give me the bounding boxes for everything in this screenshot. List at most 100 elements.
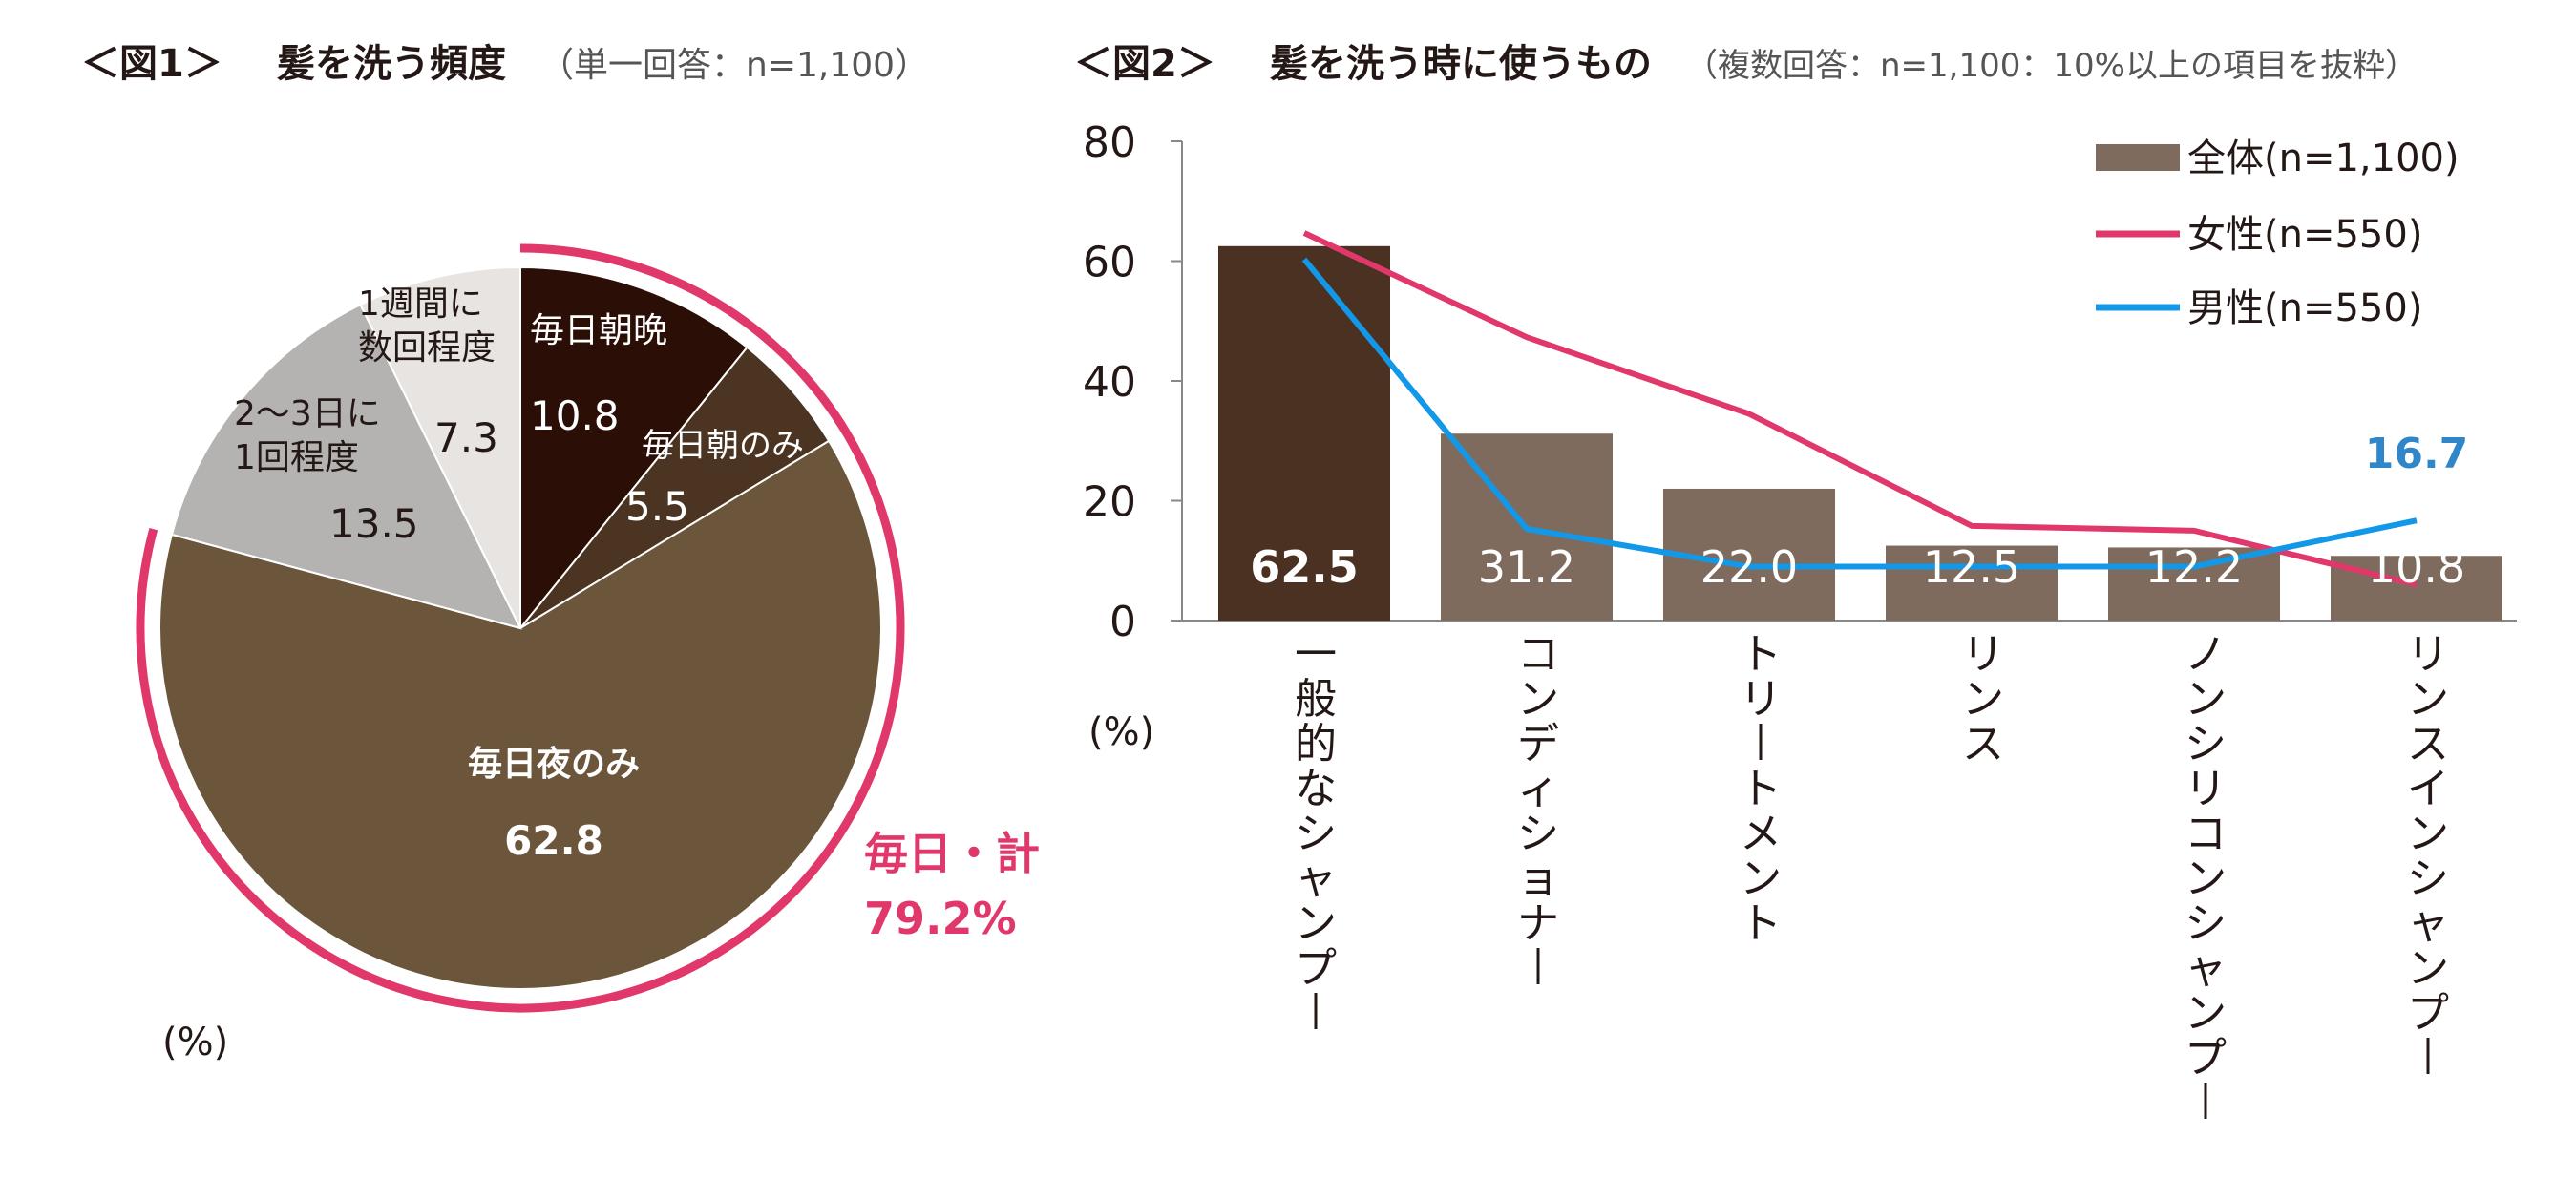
daily-total-label: 毎日・計 xyxy=(864,828,1040,879)
pie-labels: 毎日・計 79.2% 毎日朝晩 10.8 毎日朝のみ 5.5 毎日夜のみ 62.8 2～3日に 1… xyxy=(234,284,1040,944)
category-char: ン xyxy=(1962,675,2004,724)
category-char: ン xyxy=(1740,854,1782,903)
y-tick-label: 0 xyxy=(1109,598,1136,646)
bar-value-label: 22.0 xyxy=(1700,541,1798,593)
bar-value-label: 12.5 xyxy=(1923,541,2020,593)
category-char: ャ xyxy=(1295,854,1337,903)
bar-chart xyxy=(1218,245,2502,621)
pie-slice-value: 13.5 xyxy=(329,500,419,547)
chart-legend: 全体(n=1,100) 女性(n=550) 男性(n=550) xyxy=(2096,137,2460,330)
category-char: 一 xyxy=(1295,630,1337,679)
category-char: リ xyxy=(2185,765,2227,813)
bar-chart-axes: 0 20 40 60 80 xyxy=(1083,118,2517,646)
category-char: 般 xyxy=(1295,675,1337,724)
pie-slice xyxy=(170,303,522,630)
category-char: ス xyxy=(1962,720,2004,769)
pie-slice-label: 1回程度 xyxy=(234,438,359,477)
category-char: イ xyxy=(2407,765,2449,813)
fig1-title-note: （単一回答：n=1,100） xyxy=(539,46,929,85)
category-char: ャ xyxy=(2185,944,2227,993)
category-char: シ xyxy=(2185,720,2227,769)
category-char: 的 xyxy=(1295,720,1337,769)
y-tick-label: 40 xyxy=(1083,358,1136,407)
y-tick-label: 20 xyxy=(1083,478,1136,527)
category-char: ン xyxy=(2185,854,2227,903)
legend-label: 男性(n=550) xyxy=(2187,286,2422,330)
bar xyxy=(2331,556,2502,621)
bar-labels: 62.5 31.2 22.0 12.5 12.2 10.816.7一般的なシャンプコンディ… xyxy=(1250,430,2468,1119)
category-char: コ xyxy=(1517,630,1559,679)
category-char: な xyxy=(1295,765,1337,813)
category-char: シ xyxy=(1295,810,1337,858)
fig1-title-label: ＜図1＞ xyxy=(81,42,222,86)
fig2-title-main: 髪を洗う時に使うもの xyxy=(1270,42,1652,86)
pie-slice-value: 7.3 xyxy=(434,414,498,461)
fig1-title-main: 髪を洗う頻度 xyxy=(277,42,506,86)
category-char: ャ xyxy=(2407,899,2449,948)
category-char: プ xyxy=(1295,944,1337,993)
category-char: ト xyxy=(1740,765,1782,813)
pie-slice-value: 62.8 xyxy=(504,817,603,864)
male-last-value: 16.7 xyxy=(2365,430,2469,478)
category-char: シ xyxy=(2185,899,2227,948)
category-char: ン xyxy=(1295,899,1337,948)
bar xyxy=(1886,545,2058,621)
y-tick-label: 80 xyxy=(1083,118,1136,167)
category-char: ン xyxy=(2407,675,2449,724)
pie-slice-value: 5.5 xyxy=(625,483,689,530)
category-char: リ xyxy=(1962,630,2004,679)
bar-value-label: 62.5 xyxy=(1250,541,1359,593)
category-char: シ xyxy=(1517,810,1559,858)
fig1-unit-label: (%) xyxy=(162,1021,228,1064)
category-char: ン xyxy=(2185,675,2227,724)
pie-slice-label: 数回程度 xyxy=(358,328,496,368)
category-char: ン xyxy=(2185,989,2227,1038)
category-char: デ xyxy=(1517,720,1559,769)
pie-slice xyxy=(519,265,749,631)
pie-slice-label: 1週間に xyxy=(358,284,483,324)
bar xyxy=(1218,245,1390,621)
category-char: プ xyxy=(2407,989,2449,1038)
legend-swatch xyxy=(2096,144,2180,171)
fig2-unit-label: (%) xyxy=(1088,710,1154,754)
category-char: ナ xyxy=(1517,899,1559,948)
pie-slice-label: 毎日朝のみ xyxy=(642,427,804,465)
pie-slice-label: 毎日朝晩 xyxy=(530,311,667,350)
pie-chart xyxy=(136,243,905,1013)
series-line xyxy=(1302,230,2418,588)
bar-value-label: 31.2 xyxy=(1478,541,1575,593)
category-char: ン xyxy=(2407,944,2449,993)
bar-value-label: 12.2 xyxy=(2145,541,2243,593)
category-char: ト xyxy=(1740,899,1782,948)
category-char: ン xyxy=(1517,675,1559,724)
pie-slice-label: 2～3日に xyxy=(234,394,381,433)
category-char: ィ xyxy=(1517,765,1559,813)
category-char: ス xyxy=(2407,720,2449,769)
category-char: プ xyxy=(2185,1034,2227,1083)
bar-value-label: 10.8 xyxy=(2368,541,2465,593)
pie-slice-value: 10.8 xyxy=(530,392,620,439)
category-char: リ xyxy=(2407,630,2449,679)
pie-slice xyxy=(158,439,882,990)
legend-label: 全体(n=1,100) xyxy=(2187,137,2460,180)
category-char: リ xyxy=(1740,675,1782,724)
pie-slice-label: 毎日夜のみ xyxy=(468,745,640,784)
legend-label: 女性(n=550) xyxy=(2187,213,2422,257)
category-char: ョ xyxy=(1517,854,1559,903)
daily-total-arc xyxy=(136,243,905,1013)
category-char: ト xyxy=(1740,630,1782,679)
category-char: シ xyxy=(2407,854,2449,903)
line-series xyxy=(1301,230,2418,588)
daily-total-value: 79.2% xyxy=(864,893,1017,944)
series-line xyxy=(1301,257,2418,570)
category-char: コ xyxy=(2185,810,2227,858)
category-char: ノ xyxy=(2185,630,2227,679)
category-char: ン xyxy=(2407,810,2449,858)
fig2-title-note: （複数回答：n=1,100：10%以上の項目を抜粋） xyxy=(1685,47,2418,85)
fig2-title-label: ＜図2＞ xyxy=(1074,42,1215,86)
category-char: メ xyxy=(1740,810,1782,858)
pie-slice xyxy=(519,346,831,629)
y-tick-label: 60 xyxy=(1083,239,1136,287)
pie-slice xyxy=(359,265,521,629)
